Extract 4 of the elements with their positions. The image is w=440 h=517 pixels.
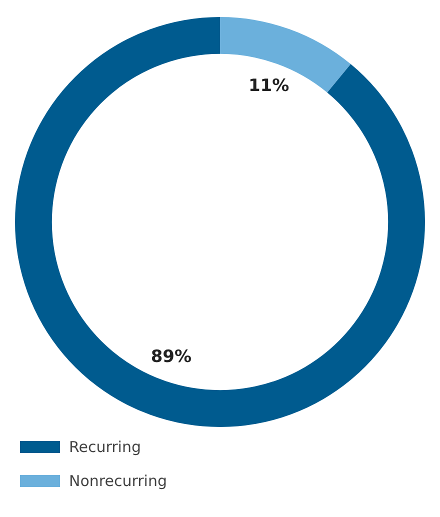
data-label: 11% bbox=[248, 76, 290, 96]
data-label: 89% bbox=[150, 347, 192, 368]
legend-label: Nonrecurring bbox=[69, 472, 167, 490]
legend-label: Recurring bbox=[69, 438, 141, 456]
